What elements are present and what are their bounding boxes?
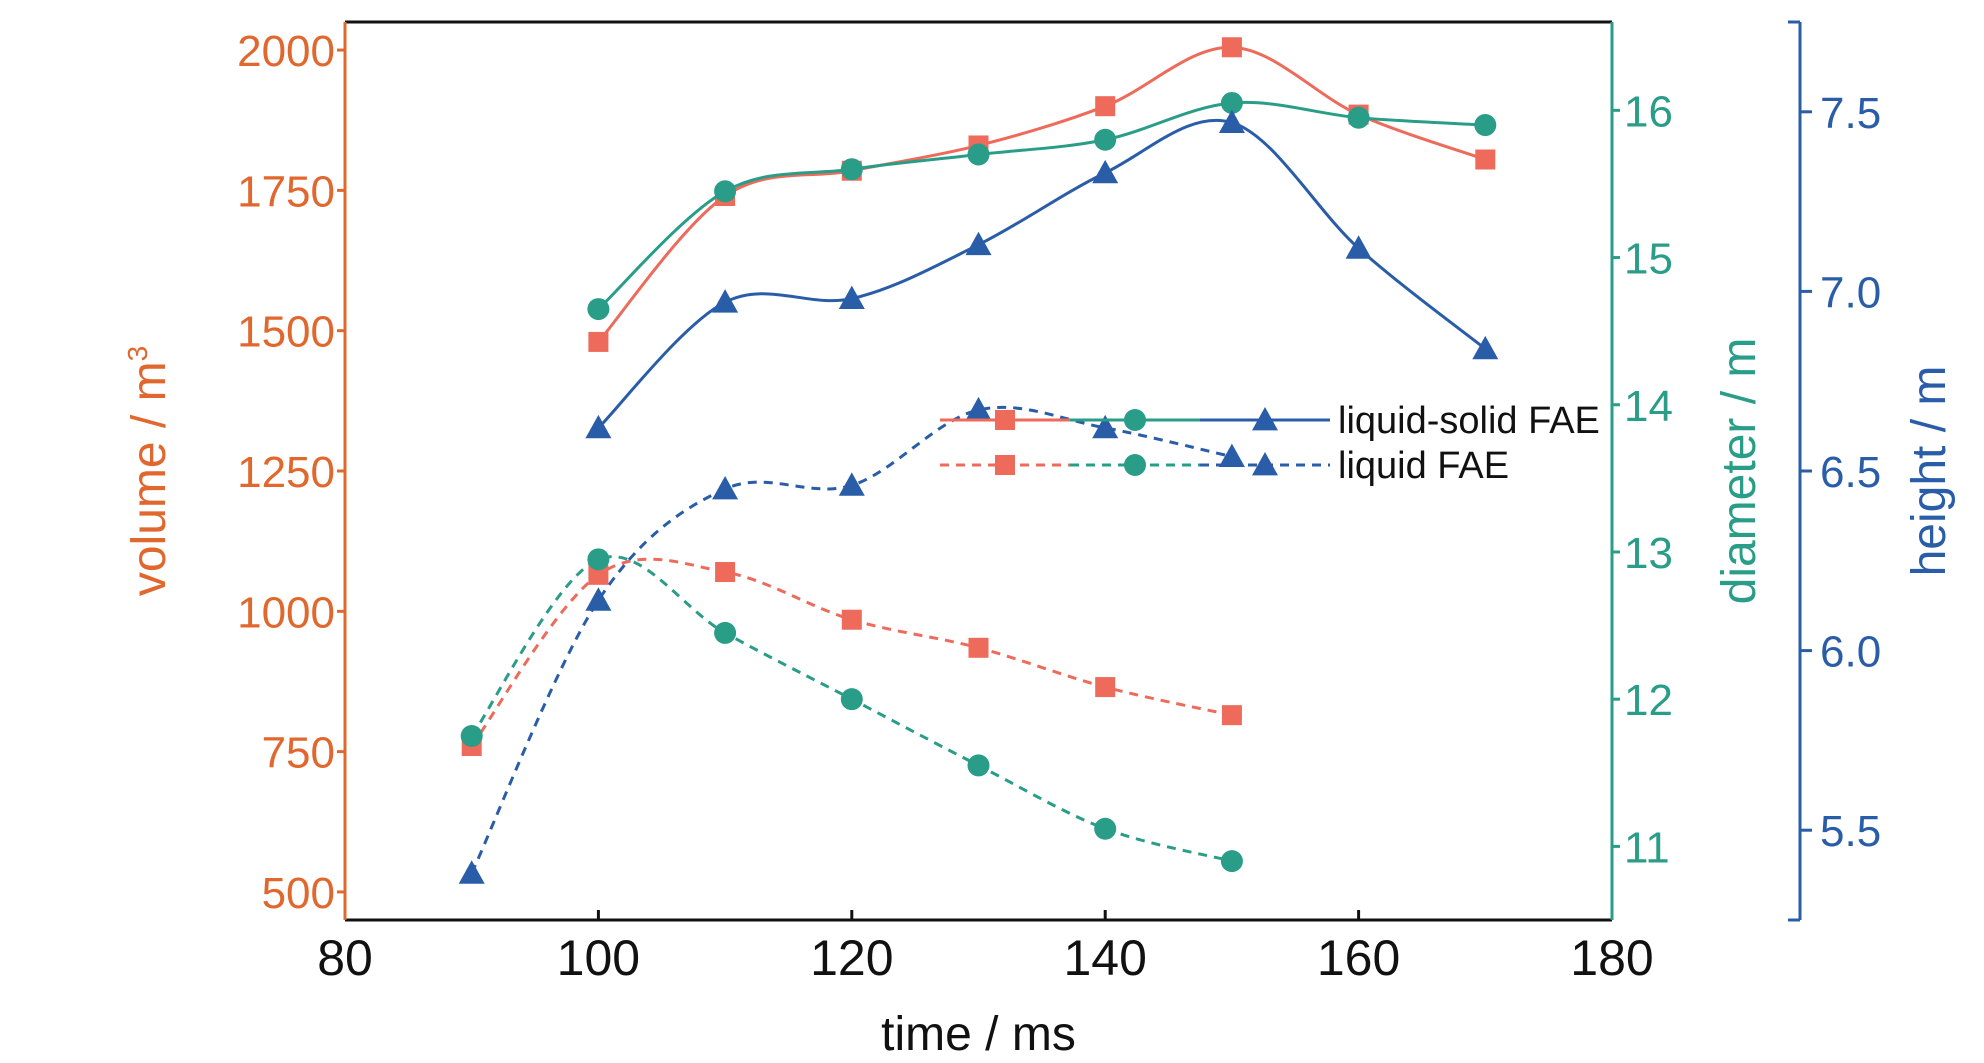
series-height-solid	[585, 109, 1499, 439]
data-point-square	[588, 331, 609, 352]
volume-tick-label: 1500	[237, 308, 335, 357]
data-point-square	[588, 564, 609, 585]
legend-marker-triangle	[1252, 407, 1278, 431]
data-point-triangle	[585, 414, 612, 439]
data-point-triangle	[1345, 235, 1372, 259]
legend-marker-square	[995, 410, 1015, 430]
data-point-circle	[840, 158, 863, 181]
data-point-circle	[714, 621, 737, 644]
data-point-triangle	[965, 231, 992, 256]
volume-tick-label: 2000	[237, 27, 335, 76]
data-point-square	[968, 637, 989, 658]
plot-frame	[345, 20, 1612, 922]
data-point-circle	[1220, 850, 1243, 873]
height-axis-title: height / m	[1903, 366, 1956, 577]
data-point-square	[841, 609, 862, 630]
x-tick-label: 120	[810, 930, 893, 986]
data-point-circle	[714, 180, 737, 203]
series-diameter-solid	[587, 91, 1497, 321]
data-point-triangle	[585, 587, 612, 611]
data-point-square	[1475, 149, 1496, 170]
x-tick-label: 180	[1570, 930, 1653, 986]
volume-tick-label: 1750	[237, 167, 335, 216]
series-volume-dashed	[461, 557, 1242, 757]
data-point-triangle	[458, 860, 485, 884]
data-point-triangle	[965, 396, 992, 421]
series-line	[470, 557, 1233, 747]
data-point-square	[1095, 96, 1116, 117]
data-point-square	[1221, 37, 1242, 58]
diameter-tick-label: 12	[1624, 676, 1673, 725]
legend-marker-circle	[1124, 454, 1146, 476]
data-point-triangle	[1092, 414, 1119, 439]
data-point-circle	[1094, 128, 1117, 151]
legend-label: liquid FAE	[1338, 445, 1509, 487]
legend-label: liquid-solid FAE	[1338, 400, 1600, 442]
volume-tick-label: 500	[262, 869, 335, 918]
volume-tick-label: 1250	[237, 448, 335, 497]
data-point-circle	[587, 298, 610, 321]
data-point-triangle	[1218, 443, 1245, 468]
series	[458, 37, 1499, 884]
diameter-tick-label: 13	[1624, 529, 1673, 578]
height-tick-label: 6.5	[1820, 448, 1881, 497]
series-line	[597, 118, 1487, 429]
x-tick-label: 100	[557, 930, 640, 986]
x-tick-label: 160	[1317, 930, 1400, 986]
x-axis-title: time / ms	[881, 1008, 1076, 1061]
axes: 80 100 120 140 160 180 time / ms 500 750 1000 1250…	[122, 20, 1956, 1061]
diameter-tick-label: 11	[1624, 823, 1670, 872]
data-point-circle	[967, 754, 990, 777]
data-point-circle	[840, 688, 863, 711]
legend-marker-circle	[1124, 409, 1146, 431]
data-point-triangle	[712, 289, 739, 313]
data-point-triangle	[838, 285, 865, 309]
legend-item: liquid-solid FAE	[940, 400, 1600, 442]
data-point-triangle	[838, 472, 865, 496]
data-point-triangle	[712, 475, 739, 500]
series-line	[470, 555, 1233, 863]
data-point-circle	[1094, 817, 1117, 840]
data-point-square	[1095, 677, 1116, 698]
data-point-triangle	[1092, 159, 1119, 184]
data-point-circle	[587, 548, 610, 571]
data-point-circle	[967, 143, 990, 166]
height-tick-label: 5.5	[1820, 807, 1881, 856]
data-point-triangle	[1472, 335, 1499, 360]
legend-marker-triangle	[1252, 452, 1278, 476]
x-tick-label: 80	[317, 930, 373, 986]
data-point-triangle	[1218, 109, 1245, 133]
data-point-circle	[1474, 114, 1497, 137]
height-tick-label: 6.0	[1820, 628, 1881, 677]
diameter-tick-label: 15	[1624, 235, 1673, 284]
series-height-dashed	[458, 396, 1245, 884]
data-point-circle	[460, 724, 483, 747]
data-point-square	[1221, 705, 1242, 726]
diameter-axis-title: diameter / m	[1713, 338, 1766, 605]
data-point-circle	[1347, 106, 1370, 129]
height-tick-label: 7.0	[1820, 268, 1881, 317]
series-diameter-dashed	[460, 548, 1243, 873]
volume-tick-label: 750	[262, 729, 335, 778]
volume-axis-title: volume / m3	[122, 346, 176, 596]
legend-marker-square	[995, 455, 1015, 475]
axis-title-superscript: 3	[122, 346, 153, 362]
height-tick-label: 7.5	[1820, 89, 1881, 138]
data-point-circle	[1220, 91, 1243, 114]
diameter-tick-label: 16	[1624, 87, 1673, 136]
x-tick-label: 140	[1063, 930, 1146, 986]
diameter-tick-label: 14	[1624, 382, 1673, 431]
legend-item: liquid FAE	[940, 445, 1509, 487]
data-point-square	[715, 562, 736, 583]
volume-tick-label: 1000	[237, 588, 335, 637]
